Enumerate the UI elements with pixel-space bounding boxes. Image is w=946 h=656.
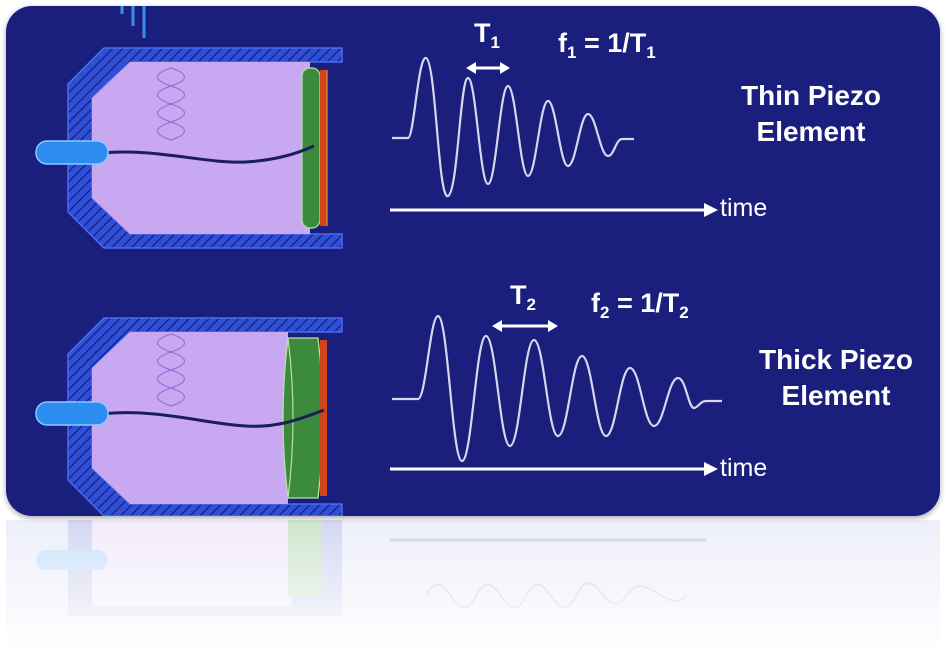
thin-connector — [35, 140, 109, 165]
diagram-panel: T1 f1 = 1/T1 Thin Piezo Element time T2 … — [6, 6, 940, 516]
thin-electrode — [320, 70, 327, 226]
panel-reflection — [6, 520, 940, 656]
thin-period-arrow — [466, 62, 510, 74]
thin-time-axis — [390, 203, 718, 217]
thick-frequency-formula: f2 = 1/T2 — [591, 288, 689, 322]
thick-period-label: T2 — [510, 280, 536, 314]
thick-connector — [35, 401, 109, 426]
thin-piezo-caption: Thin Piezo Element — [741, 80, 881, 148]
thick-piezo-caption: Thick Piezo Element — [758, 344, 914, 412]
thick-time-label: time — [720, 454, 768, 482]
thick-transducer — [35, 317, 343, 516]
illustration — [35, 6, 722, 516]
thick-period-arrow — [492, 320, 558, 332]
thin-time-label: time — [720, 194, 768, 222]
thick-time-axis — [390, 462, 718, 476]
reflection-shapes — [6, 520, 940, 656]
thin-period-label: T1 — [474, 18, 500, 52]
thin-waveform — [392, 56, 634, 198]
thin-transducer — [35, 47, 343, 249]
thin-frequency-formula: f1 = 1/T1 — [558, 28, 656, 62]
thin-chamber — [92, 62, 310, 234]
thin-wire — [101, 144, 315, 164]
signal-lines-icon — [120, 6, 146, 38]
thick-wire — [101, 408, 325, 428]
thick-waveform — [392, 314, 722, 463]
thick-electrode — [320, 340, 327, 496]
